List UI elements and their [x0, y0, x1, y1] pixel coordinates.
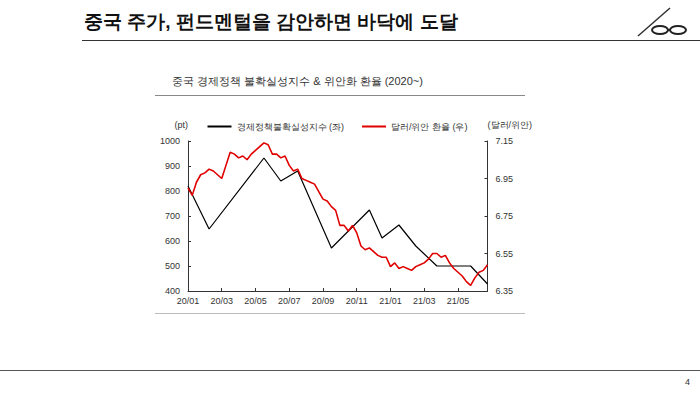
svg-text:20/07: 20/07: [278, 296, 301, 306]
svg-text:20/05: 20/05: [244, 296, 267, 306]
svg-text:21/05: 21/05: [447, 296, 470, 306]
svg-text:경제정책불확실성지수 (좌): 경제정책불확실성지수 (좌): [237, 122, 344, 132]
svg-text:900: 900: [165, 161, 180, 171]
svg-text:21/01: 21/01: [379, 296, 402, 306]
svg-text:(pt): (pt): [175, 120, 189, 130]
svg-text:20/01: 20/01: [177, 296, 200, 306]
svg-text:600: 600: [165, 236, 180, 246]
svg-text:20/03: 20/03: [210, 296, 233, 306]
svg-text:800: 800: [165, 186, 180, 196]
svg-text:400: 400: [165, 286, 180, 296]
svg-text:달러/위안 환율 (우): 달러/위안 환율 (우): [391, 122, 468, 132]
svg-text:500: 500: [165, 261, 180, 271]
svg-text:20/09: 20/09: [312, 296, 335, 306]
svg-text:6.95: 6.95: [496, 174, 514, 184]
svg-text:6.35: 6.35: [496, 286, 514, 296]
svg-text:6.55: 6.55: [496, 249, 514, 259]
html-text:중국 경제정책 불확실성지수 & 위안화 환율 (2020~: 중국 경제정책 불확실성지수 & 위안화 환율 (2020~): [172, 75, 423, 87]
svg-text:1000: 1000: [160, 136, 180, 146]
html-text:4: 4: [685, 377, 690, 387]
html-text:중국 주가, 펀드멘털을 감안하면 바닥에 도달: 중국 주가, 펀드멘털을 감안하면 바닥에 도달: [84, 11, 458, 32]
svg-text:6.75: 6.75: [496, 211, 514, 221]
svg-text:(달러/위안): (달러/위안): [488, 120, 532, 130]
svg-text:700: 700: [165, 211, 180, 221]
svg-text:20/11: 20/11: [346, 296, 368, 306]
svg-text:21/03: 21/03: [413, 296, 436, 306]
svg-text:7.15: 7.15: [496, 136, 514, 146]
